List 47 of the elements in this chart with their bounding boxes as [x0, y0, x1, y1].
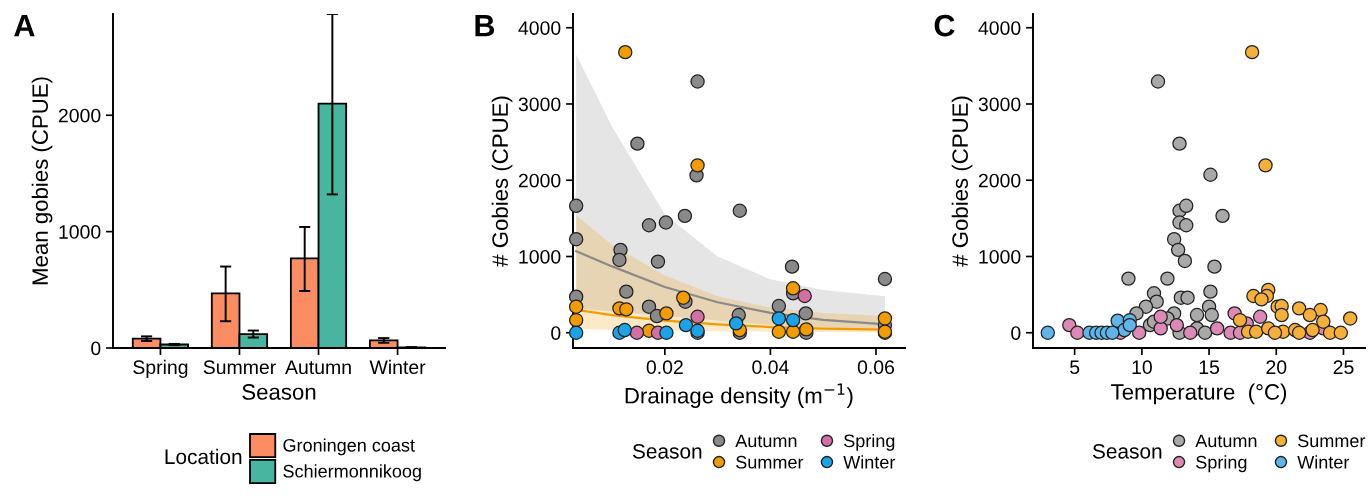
- y-tick-label: 4000: [518, 21, 561, 35]
- y-tick-label: 1000: [519, 249, 561, 264]
- legend-label: Spring: [844, 433, 895, 451]
- y-tick-label: 1000: [59, 225, 101, 239]
- legend-label: Groningen coast: [283, 438, 415, 456]
- y-tick-label: 2000: [978, 173, 1021, 188]
- y-tick-label: 2000: [518, 173, 561, 188]
- x-axis-title: Drainage density (m$^{−1}$): [625, 383, 853, 408]
- x-tick-label: 10: [1132, 360, 1152, 375]
- x-tick-label: 5: [1070, 360, 1080, 375]
- legend-label: Spring: [1196, 455, 1247, 473]
- legend-label: Schiermonnikoog: [283, 464, 421, 482]
- y-tick-label: 1000: [979, 249, 1021, 264]
- y-tick-label: 3000: [518, 97, 561, 112]
- x-tick-label: 25: [1333, 360, 1354, 375]
- y-tick-label: 4000: [978, 21, 1021, 35]
- chart-title: B: [475, 15, 495, 37]
- y-axis-title: # Gobies (CPUE): [951, 96, 973, 267]
- x-tick-label: 15: [1199, 360, 1220, 375]
- y-axis-title: # Gobies (CPUE): [491, 96, 513, 267]
- x-tick-label: 0.06: [857, 360, 895, 375]
- legend-label: Summer: [736, 455, 804, 469]
- x-axis-title: Season: [242, 384, 316, 400]
- y-tick-label: 2000: [58, 108, 101, 123]
- legend-label: Winter: [1297, 455, 1350, 469]
- legend-label: Autumn: [735, 434, 797, 448]
- chart-title: A: [14, 15, 35, 37]
- y-tick-label: 0: [91, 341, 101, 356]
- x-tick-label: Autumn: [285, 360, 351, 375]
- x-axis-title: Temperature (°C): [1111, 383, 1287, 405]
- x-tick-label: Summer: [203, 360, 276, 375]
- legend-label: Summer: [1298, 434, 1366, 448]
- legend-label: Winter: [843, 455, 896, 469]
- legend-title: Location: [165, 448, 242, 465]
- y-tick-label: 3000: [978, 97, 1021, 112]
- legend-label: Autumn: [1195, 434, 1257, 448]
- x-tick-label: 0.04: [752, 360, 789, 375]
- x-tick-label: Winter: [369, 359, 426, 375]
- legend-title: Season: [632, 443, 702, 459]
- x-tick-label: Spring: [133, 359, 188, 378]
- y-tick-label: 0: [551, 326, 561, 340]
- y-tick-label: 0: [1011, 326, 1021, 340]
- x-tick-label: 0.02: [646, 360, 683, 375]
- x-tick-label: 20: [1266, 360, 1287, 375]
- chart-title: C: [934, 14, 955, 37]
- y-axis-title: Mean gobies (CPUE): [31, 77, 53, 285]
- legend-title: Season: [1092, 443, 1162, 459]
